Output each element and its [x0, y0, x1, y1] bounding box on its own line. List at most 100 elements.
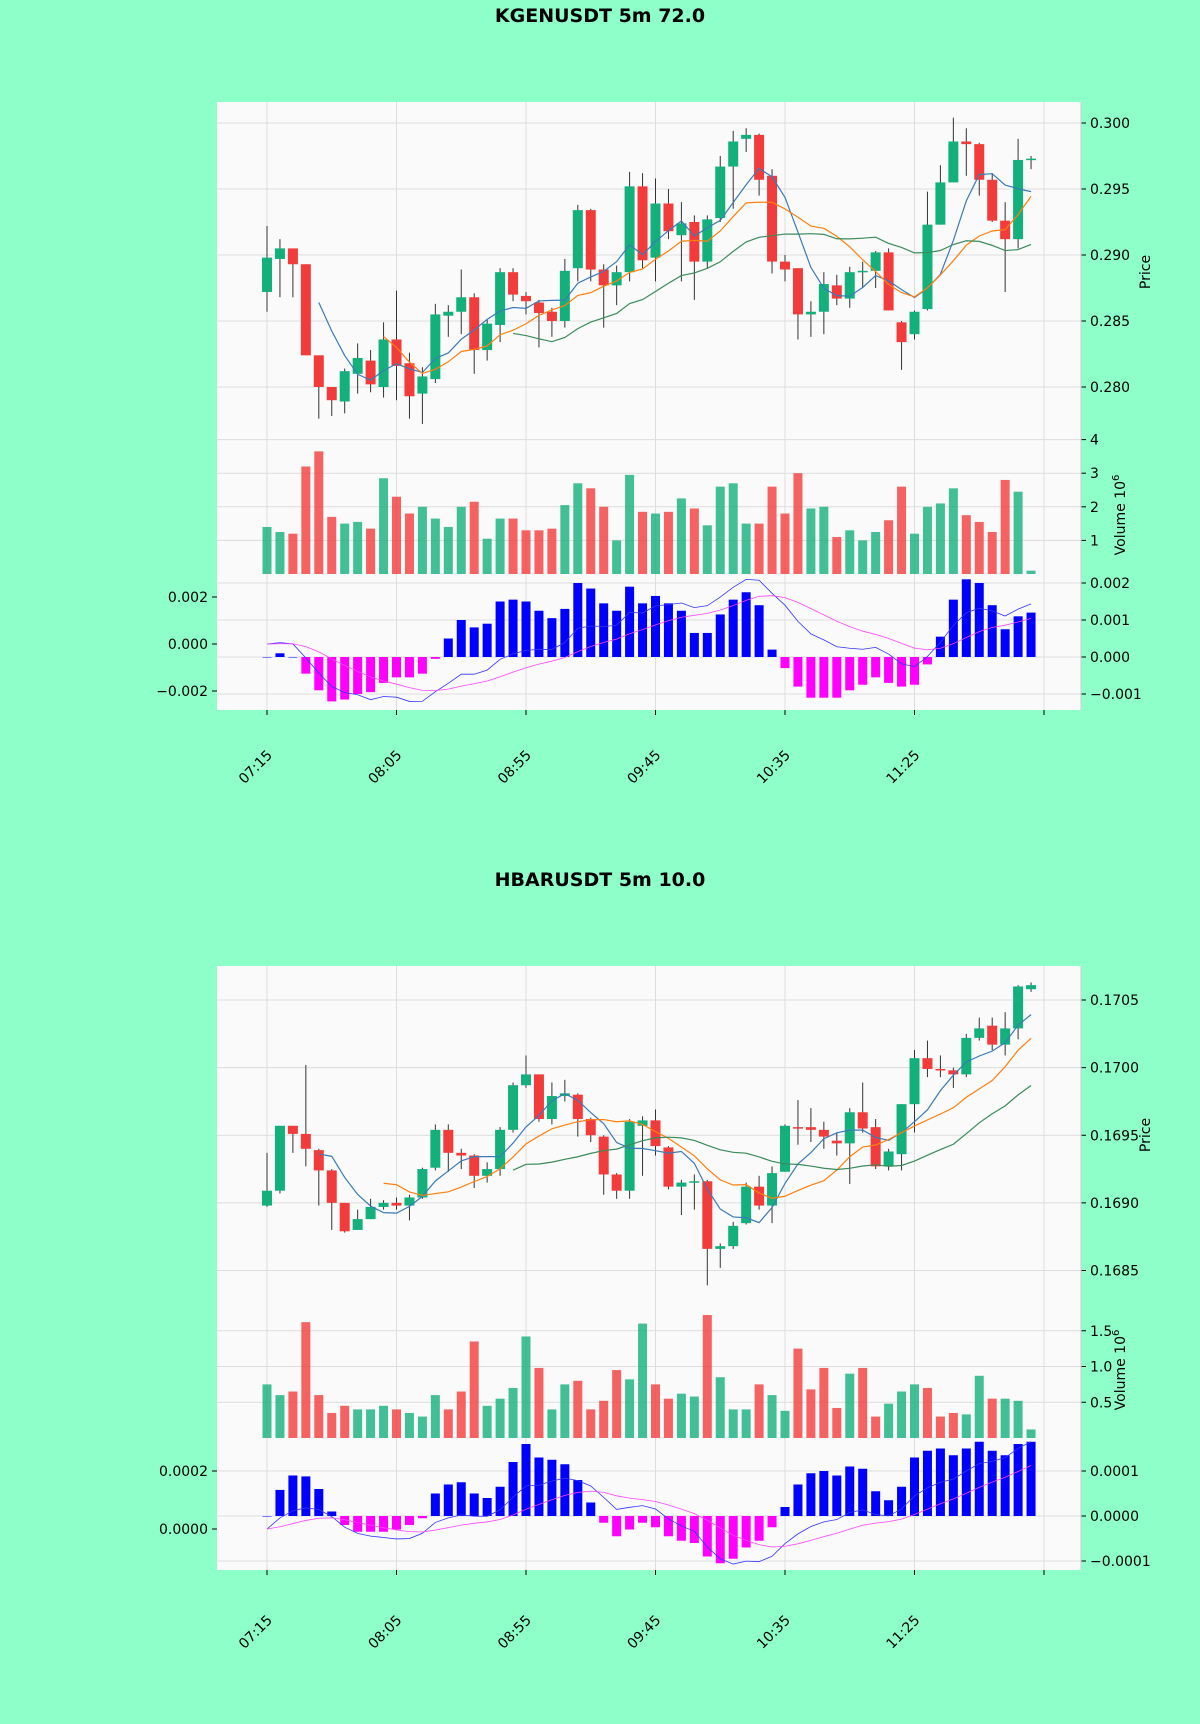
- volume-bar: [767, 486, 777, 574]
- macd-left-tick-label: 0.000: [168, 637, 208, 653]
- candle-up: [676, 1182, 687, 1187]
- candle-down: [961, 141, 972, 145]
- candle-down: [300, 1133, 311, 1149]
- candle-down: [702, 1181, 713, 1249]
- volume-bar: [961, 515, 971, 574]
- volume-bar: [443, 526, 453, 574]
- macd-histogram-bar: [689, 1516, 699, 1543]
- macd-histogram-bar: [379, 657, 389, 683]
- candle-down: [585, 210, 596, 270]
- macd-right-tick-label: −0.0001: [1090, 1554, 1151, 1570]
- volume-bar: [935, 503, 945, 574]
- candle-up: [430, 1129, 441, 1168]
- candle-up: [352, 1219, 363, 1230]
- macd-histogram-bar: [625, 586, 635, 657]
- volume-tick-label: 2: [1090, 500, 1099, 516]
- candle-down: [637, 186, 648, 261]
- volume-bar: [469, 1341, 479, 1438]
- candle-up: [844, 1112, 855, 1144]
- volume-bar: [780, 513, 790, 574]
- volume-bar: [366, 1409, 376, 1438]
- ma20-line: [512, 1084, 1032, 1171]
- volume-bar: [663, 511, 673, 574]
- chart-2: HBARUSDT 5m 10.0 07:15 08:05 08:55 09:45 10:3…: [159, 869, 1154, 1652]
- macd-histogram-bar: [832, 1475, 842, 1516]
- macd-histogram-bar: [327, 657, 337, 702]
- price-tick-label: 0.1685: [1090, 1264, 1139, 1280]
- macd-histogram-bar: [715, 1516, 725, 1564]
- volume-bar: [366, 528, 376, 574]
- candle-down: [598, 1136, 609, 1175]
- volume-bar: [961, 1414, 971, 1438]
- volume-bar: [430, 1395, 440, 1438]
- ma5-line: [318, 1014, 1032, 1224]
- volume-bar: [599, 1400, 609, 1438]
- volume-bar: [767, 1395, 777, 1438]
- candle-up: [974, 1028, 985, 1038]
- volume-bar: [793, 1348, 803, 1438]
- macd-histogram-bar: [897, 657, 907, 687]
- macd-right-tick-label: −0.001: [1090, 687, 1142, 703]
- volume-bar: [819, 506, 829, 574]
- candle-up: [780, 1125, 790, 1172]
- macd-histogram-bar: [806, 657, 816, 698]
- volume-bar: [547, 1409, 557, 1438]
- macd-right-tick-label: 0.0001: [1090, 1464, 1139, 1480]
- volume-bar: [793, 473, 803, 574]
- candle-down: [805, 1127, 816, 1130]
- volume-bar: [625, 1379, 635, 1438]
- volume-bar: [897, 486, 907, 574]
- macd-histogram-bar: [508, 1462, 518, 1516]
- candle-up: [378, 1202, 389, 1207]
- volume-bar: [404, 1412, 414, 1438]
- macd-right-tick-label: 0.0000: [1090, 1509, 1139, 1525]
- macd-histogram-bar: [625, 1516, 635, 1530]
- candle-up: [637, 1120, 648, 1126]
- candle-down: [326, 1170, 337, 1203]
- macd-histogram-bar: [275, 1489, 285, 1516]
- macd-histogram-bar: [495, 1486, 505, 1516]
- candle-down: [922, 1058, 933, 1069]
- x-tick-label: 07:15: [236, 748, 276, 788]
- candle-up: [948, 141, 959, 183]
- macd-histogram-bar: [663, 603, 673, 657]
- candle-down: [974, 144, 985, 180]
- macd-histogram-bar: [871, 1491, 881, 1516]
- macd-histogram-bar: [599, 603, 609, 657]
- macd-histogram-bar: [948, 1455, 958, 1516]
- macd-histogram-bar: [534, 610, 544, 657]
- macd-histogram-bar: [534, 1457, 544, 1516]
- macd-histogram-bar: [469, 627, 479, 657]
- macd-histogram-bar: [897, 1486, 907, 1516]
- macd-histogram-bar: [417, 657, 427, 674]
- price-axis-label: Price: [1138, 1118, 1154, 1152]
- x-tick-label: 08:05: [365, 748, 405, 788]
- volume-bar: [832, 537, 842, 574]
- volume-bar: [754, 523, 764, 574]
- volume-bar: [275, 532, 285, 574]
- candle-down: [650, 1120, 661, 1147]
- macd-histogram-bar: [728, 599, 738, 657]
- candle-down: [546, 311, 557, 321]
- macd-histogram-bar: [508, 599, 518, 657]
- candle-up: [741, 1186, 752, 1224]
- volume-bar: [353, 521, 363, 574]
- volume-bar: [922, 506, 932, 574]
- macd-histogram-bar: [301, 657, 311, 674]
- macd-histogram-bar: [689, 632, 699, 657]
- volume-bar: [689, 508, 699, 574]
- macd-histogram-bar: [560, 1464, 570, 1516]
- x-tick-label: 10:35: [754, 1613, 794, 1653]
- candle-up: [352, 357, 363, 374]
- volume-bar: [612, 540, 622, 574]
- candle-down: [456, 1152, 467, 1156]
- candle-down: [857, 1112, 868, 1129]
- macd-histogram-bar: [456, 1482, 466, 1516]
- candle-up: [728, 141, 739, 167]
- macd-histogram-bar: [599, 1516, 609, 1523]
- price-tick-label: 0.300: [1090, 116, 1130, 132]
- candle-down: [339, 1202, 350, 1232]
- volume-bar: [612, 1370, 622, 1438]
- candle-down: [365, 360, 376, 385]
- macd-histogram-bar: [702, 1516, 712, 1557]
